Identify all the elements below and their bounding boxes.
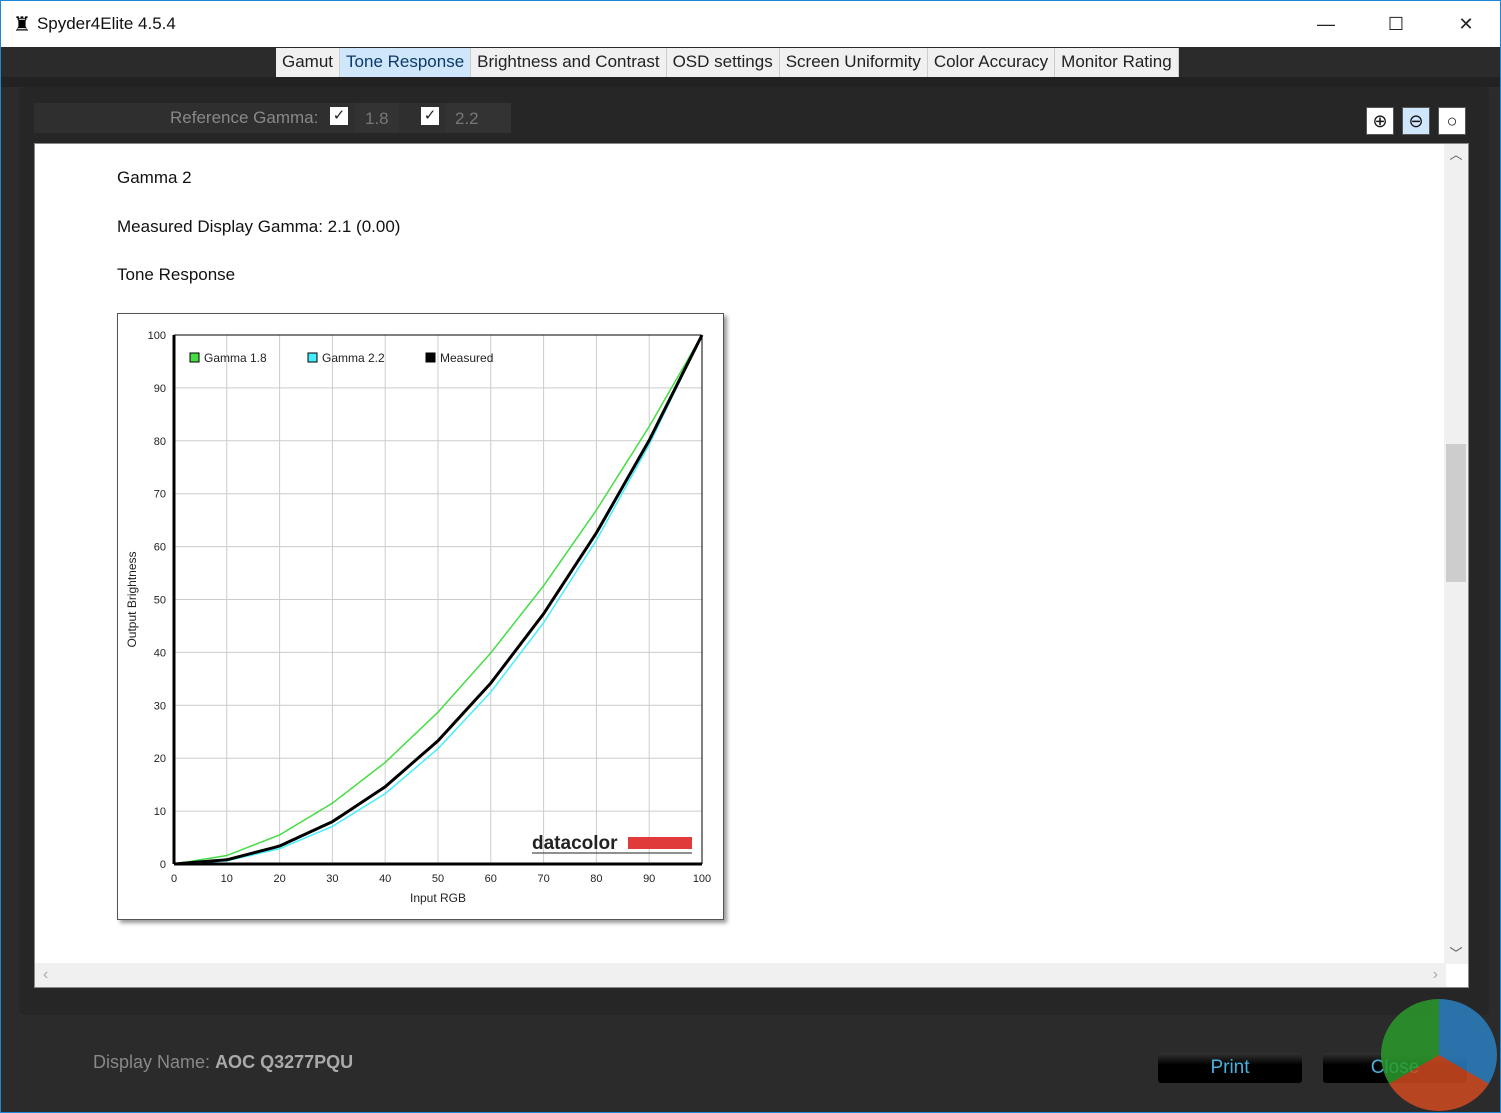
maximize-button[interactable]: ☐ — [1387, 13, 1405, 34]
datacolor-logo: datacolor — [532, 833, 618, 854]
zoom-out-icon[interactable]: ⊖ — [1402, 107, 1430, 135]
x-tick-label: 100 — [693, 873, 711, 885]
legend-swatch — [189, 352, 200, 363]
scroll-right-icon[interactable]: › — [1432, 966, 1438, 983]
y-tick-label: 90 — [154, 383, 166, 395]
y-tick-label: 40 — [154, 647, 166, 659]
y-tick-label: 80 — [154, 436, 166, 448]
gamma-1-8-value: 1.8 — [355, 103, 399, 133]
legend-label: Gamma 1.8 — [204, 351, 267, 365]
minimize-button[interactable]: — — [1317, 13, 1335, 34]
section-title: Tone Response — [117, 265, 236, 284]
y-tick-label: 30 — [154, 700, 166, 712]
scroll-left-icon[interactable]: ‹ — [43, 966, 49, 983]
scroll-up-icon[interactable]: ︿ — [1449, 147, 1463, 162]
x-tick-label: 60 — [485, 873, 497, 885]
zoom-fit-icon[interactable]: ○ — [1438, 107, 1466, 135]
y-tick-label: 20 — [154, 753, 166, 765]
legend-label: Gamma 2.2 — [322, 351, 385, 365]
x-tick-label: 70 — [537, 873, 549, 885]
display-name-value: AOC Q3277PQU — [215, 1052, 354, 1072]
window-title: Spyder4Elite 4.5.4 — [36, 14, 176, 33]
scroll-down-icon[interactable]: ﹀ — [1449, 946, 1463, 961]
display-name-label: Display Name: — [93, 1052, 211, 1072]
y-tick-label: 70 — [154, 489, 166, 501]
tab-band — [1, 77, 1500, 87]
y-tick-label: 100 — [148, 330, 166, 342]
y-tick-label: 60 — [154, 542, 166, 554]
legend-label: Measured — [440, 351, 493, 365]
report-view: Gamma 2 Measured Display Gamma: 2.1 (0.0… — [34, 143, 1469, 988]
series-line-measured — [173, 334, 704, 866]
x-axis-label: Input RGB — [410, 891, 466, 905]
horizontal-scrollbar[interactable]: ‹ › — [35, 963, 1446, 987]
title-bar: ♜ Spyder4Elite 4.5.4 — [1, 1, 1500, 47]
x-tick-label: 80 — [590, 873, 602, 885]
close-window-button[interactable]: ✕ — [1458, 13, 1474, 34]
vertical-scrollbar[interactable]: ︿ ﹀ — [1444, 144, 1468, 964]
report-heading: Gamma 2 — [117, 168, 192, 187]
measured-gamma: Measured Display Gamma: 2.1 (0.00) — [117, 217, 401, 236]
tab-screen-uniformity[interactable]: Screen Uniformity — [779, 48, 928, 77]
legend-swatch — [425, 352, 436, 363]
x-tick-label: 10 — [221, 873, 233, 885]
tab-osd-settings[interactable]: OSD settings — [666, 48, 780, 77]
tab-color-accuracy[interactable]: Color Accuracy — [927, 48, 1056, 77]
zoom-in-icon[interactable]: ⊕ — [1366, 107, 1394, 135]
gamma-1-8-checkbox[interactable]: ✓ — [330, 107, 348, 125]
datacolor-logo-bar — [628, 837, 692, 849]
display-name: Display Name: AOC Q3277PQU — [93, 1052, 353, 1073]
reference-gamma-label: Reference Gamma: — [170, 108, 319, 127]
scroll-thumb[interactable] — [1446, 444, 1466, 582]
tab-bar: Gamut Tone Response Brightness and Contr… — [276, 48, 1179, 77]
x-tick-label: 0 — [171, 873, 177, 885]
chart-svg: 0 10 20 30 40 50 60 70 80 90 100 0 10 20 30 40 50 60 70 80 9… — [125, 330, 711, 905]
x-tick-label: 30 — [326, 873, 338, 885]
tab-tone-response[interactable]: Tone Response — [340, 48, 472, 77]
x-tick-label: 20 — [273, 873, 285, 885]
legend-swatch — [307, 352, 318, 363]
print-button[interactable]: Print — [1158, 1053, 1302, 1083]
tab-brightness-contrast[interactable]: Brightness and Contrast — [471, 48, 667, 77]
series-line-gamma-2-2 — [173, 334, 703, 865]
x-tick-label: 50 — [432, 873, 444, 885]
tone-response-chart: 0 10 20 30 40 50 60 70 80 90 100 0 10 20 30 40 50 60 70 80 9… — [117, 313, 724, 920]
tab-gamut[interactable]: Gamut — [276, 48, 341, 77]
x-tick-label: 40 — [379, 873, 391, 885]
gamma-2-2-value: 2.2 — [445, 103, 511, 133]
y-axis-label: Output Brightness — [125, 551, 139, 647]
series-line-gamma-1-8 — [173, 334, 703, 865]
y-tick-label: 50 — [154, 595, 166, 607]
y-tick-label: 0 — [160, 859, 166, 871]
y-tick-label: 10 — [154, 806, 166, 818]
gamma-2-2-checkbox[interactable]: ✓ — [421, 107, 439, 125]
x-tick-label: 90 — [643, 873, 655, 885]
app-logo-icon: ♜ — [13, 13, 31, 36]
kg-watermark-logo — [1381, 999, 1497, 1111]
tab-monitor-rating[interactable]: Monitor Rating — [1055, 48, 1179, 77]
